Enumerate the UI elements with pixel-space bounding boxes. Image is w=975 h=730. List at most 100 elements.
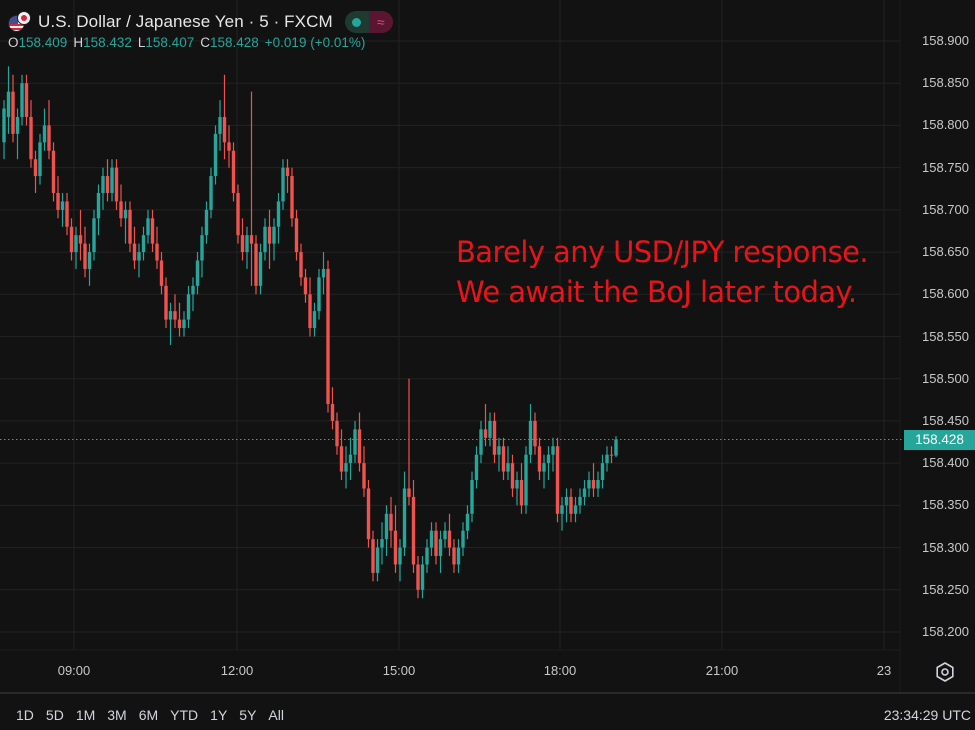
candle-down [294, 218, 299, 253]
candle-down [407, 488, 411, 497]
candle-down [393, 530, 398, 565]
candle-up [551, 446, 555, 455]
candle-up [402, 488, 407, 548]
candle-up [353, 429, 357, 455]
candle-down [416, 564, 420, 590]
candle-down [173, 311, 177, 320]
candle-down [411, 496, 416, 565]
candle-up [528, 420, 533, 455]
price-axis-label: 158.200 [922, 624, 969, 639]
symbol-title[interactable]: U.S. Dollar / Japanese Yen · 5 · FXCM [38, 12, 333, 31]
candle-down [447, 530, 452, 548]
price-axis-label: 158.450 [922, 412, 969, 428]
candle-up [605, 454, 609, 464]
candle-up [542, 463, 546, 472]
candle-down [357, 429, 362, 464]
candle-down [78, 235, 83, 244]
range-button-3m[interactable]: 3M [101, 707, 132, 723]
candle-down [159, 260, 164, 286]
range-button-5y[interactable]: 5Y [233, 707, 262, 723]
candle-down [555, 446, 560, 514]
candle-up [195, 260, 200, 286]
candle-up [6, 91, 11, 117]
jp-flag-icon [17, 11, 31, 25]
price-axis-label: 158.250 [922, 581, 969, 597]
candle-down [11, 91, 15, 134]
candle-up [344, 463, 348, 472]
candle-up [312, 311, 317, 329]
chart-annotation-text[interactable]: Barely any USD/JPY response. We await th… [456, 232, 869, 312]
candle-up [123, 209, 128, 219]
time-axis-label: 23 [876, 663, 892, 678]
candle-down [371, 539, 375, 573]
candle-up [425, 547, 429, 565]
candle-down [56, 192, 60, 210]
range-button-ytd[interactable]: YTD [164, 707, 204, 723]
candle-up [60, 201, 65, 210]
candle-down [299, 252, 303, 278]
price-axis-label: 158.400 [922, 455, 969, 471]
candle-down [128, 209, 132, 244]
candle-up [101, 176, 105, 193]
range-button-1d[interactable]: 1D [10, 707, 40, 723]
utc-clock[interactable]: 23:34:29 UTC [883, 707, 971, 723]
market-open-indicator[interactable] [344, 11, 369, 33]
candle-up [420, 564, 425, 590]
approx-equal-icon[interactable]: ≈ [368, 11, 393, 33]
candle-down [569, 496, 573, 514]
candle-down [303, 277, 308, 295]
high-value: 158.432 [83, 35, 132, 50]
candle-up [38, 142, 42, 177]
candle-down [150, 218, 155, 244]
high-label: H [73, 35, 84, 50]
candle-down [177, 319, 182, 329]
candle-down [366, 488, 371, 540]
market-status-pill[interactable]: ≈ [344, 11, 393, 33]
candle-up [506, 463, 510, 472]
candle-down [519, 480, 524, 506]
time-axis-label: 12:00 [220, 663, 254, 678]
candle-down [83, 243, 87, 269]
symbol-legend: U.S. Dollar / Japanese Yen · 5 · FXCM ≈ … [8, 10, 393, 50]
candle-up [74, 235, 78, 253]
price-axis-label: 158.900 [922, 33, 969, 48]
candle-up [488, 420, 492, 438]
candle-down [389, 513, 393, 531]
open-value: 158.409 [18, 35, 68, 50]
annotation-line-2: We await the BoJ later today. [456, 275, 857, 309]
market-open-dot-icon [352, 17, 362, 27]
ohlc-values: O 158.409 H 158.432 L 158.407 C 158.428 +0.0… [8, 35, 393, 50]
candle-down [240, 235, 245, 253]
range-button-1m[interactable]: 1M [70, 707, 101, 723]
price-axis-label: 158.350 [922, 497, 969, 513]
price-axis-label: 158.650 [922, 244, 969, 260]
candle-up [465, 513, 470, 531]
range-button-5d[interactable]: 5D [40, 707, 70, 723]
range-button-6m[interactable]: 6M [133, 707, 164, 723]
candle-up [96, 192, 101, 219]
candle-down [105, 176, 110, 193]
price-axis-label: 158.750 [922, 159, 969, 175]
candle-down [434, 530, 438, 557]
range-button-1y[interactable]: 1Y [204, 707, 233, 723]
candle-down [249, 235, 254, 244]
candle-down [254, 243, 258, 286]
low-label: L [137, 35, 146, 50]
candle-up [209, 176, 213, 210]
candle-up [42, 125, 47, 143]
candle-down [119, 201, 123, 219]
open-label: O [8, 35, 19, 50]
chart-settings-gear-icon[interactable] [934, 661, 956, 683]
candle-down [155, 243, 159, 261]
candle-up [182, 319, 186, 329]
candle-up [614, 439, 618, 456]
candle-up [515, 480, 519, 489]
candlestick-chart-canvas[interactable] [0, 0, 975, 692]
candle-up [600, 463, 605, 481]
candle-down [492, 420, 497, 455]
candle-down [236, 192, 240, 236]
range-button-all[interactable]: All [262, 707, 290, 723]
candle-down [33, 159, 38, 177]
candle-down [591, 480, 596, 489]
candle-up [560, 505, 564, 514]
